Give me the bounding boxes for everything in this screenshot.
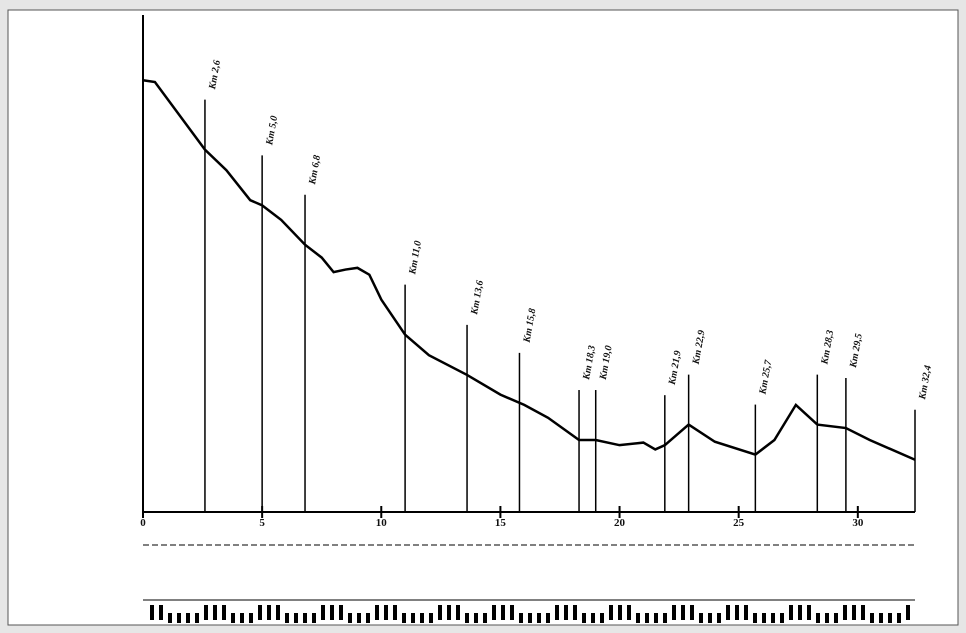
track-mark [438, 605, 442, 620]
track-mark [294, 613, 298, 623]
track-mark [843, 605, 847, 620]
x-tick-label: 5 [259, 517, 265, 529]
track-mark [447, 605, 451, 620]
track-mark [744, 605, 748, 620]
track-mark [654, 613, 658, 623]
track-mark [672, 605, 676, 620]
track-mark [834, 613, 838, 623]
track-mark [411, 613, 415, 623]
track-mark [519, 613, 523, 623]
track-mark [321, 605, 325, 620]
track-mark [807, 605, 811, 620]
x-tick-label: 30 [852, 517, 864, 529]
track-mark [726, 605, 730, 620]
track-mark [492, 605, 496, 620]
track-mark [564, 605, 568, 620]
x-tick-label: 0 [140, 517, 146, 529]
track-mark [429, 613, 433, 623]
track-mark [456, 605, 460, 620]
track-mark [249, 613, 253, 623]
track-mark [276, 605, 280, 620]
track-mark [861, 605, 865, 620]
track-mark [258, 605, 262, 620]
track-mark [771, 613, 775, 623]
x-tick-label: 10 [376, 517, 388, 529]
chart: 051015202530Km 2,6Km 5,0Km 6,8Km 11,0Km … [0, 0, 966, 633]
track-mark [546, 613, 550, 623]
x-tick-label: 20 [614, 517, 626, 529]
track-mark [798, 605, 802, 620]
page: {"chart_data": {"type": "line", "x": [0,… [0, 0, 966, 633]
track-mark [681, 605, 685, 620]
track-mark [582, 613, 586, 623]
track-mark [852, 605, 856, 620]
track-mark [906, 605, 910, 620]
track-mark [231, 613, 235, 623]
track-mark [762, 613, 766, 623]
track-mark [528, 613, 532, 623]
track-mark [483, 613, 487, 623]
track-mark [708, 613, 712, 623]
track-mark [267, 605, 271, 620]
track-mark [402, 613, 406, 623]
track-mark [204, 605, 208, 620]
track-mark [627, 605, 631, 620]
track-mark [573, 605, 577, 620]
track-mark [789, 605, 793, 620]
track-mark [879, 613, 883, 623]
track-mark [753, 613, 757, 623]
track-mark [222, 605, 226, 620]
track-mark [375, 605, 379, 620]
track-mark [465, 613, 469, 623]
x-tick-label: 15 [495, 517, 507, 529]
track-mark [618, 605, 622, 620]
track-mark [555, 605, 559, 620]
track-mark [897, 613, 901, 623]
track-mark [717, 613, 721, 623]
track-mark [168, 613, 172, 623]
track-mark [195, 613, 199, 623]
track-mark [240, 613, 244, 623]
track-mark [609, 605, 613, 620]
track-mark [699, 613, 703, 623]
track-mark [177, 613, 181, 623]
track-mark [339, 605, 343, 620]
panel [8, 10, 958, 625]
track-mark [537, 613, 541, 623]
track-mark [510, 605, 514, 620]
track-mark [690, 605, 694, 620]
track-mark [384, 605, 388, 620]
track-mark [312, 613, 316, 623]
track-mark [888, 613, 892, 623]
track-mark [285, 613, 289, 623]
track-mark [870, 613, 874, 623]
track-mark [348, 613, 352, 623]
track-mark [663, 613, 667, 623]
track-mark [735, 605, 739, 620]
track-mark [501, 605, 505, 620]
track-mark [330, 605, 334, 620]
track-mark [303, 613, 307, 623]
track-mark [150, 605, 154, 620]
track-mark [357, 613, 361, 623]
track-mark [159, 605, 163, 620]
track-mark [816, 613, 820, 623]
track-mark [474, 613, 478, 623]
track-mark [186, 613, 190, 623]
track-mark [780, 613, 784, 623]
track-mark [636, 613, 640, 623]
track-mark [213, 605, 217, 620]
track-mark [825, 613, 829, 623]
track-mark [366, 613, 370, 623]
track-mark [591, 613, 595, 623]
track-mark [600, 613, 604, 623]
x-tick-label: 25 [733, 517, 745, 529]
track-mark [645, 613, 649, 623]
track-mark [393, 605, 397, 620]
track-mark [420, 613, 424, 623]
